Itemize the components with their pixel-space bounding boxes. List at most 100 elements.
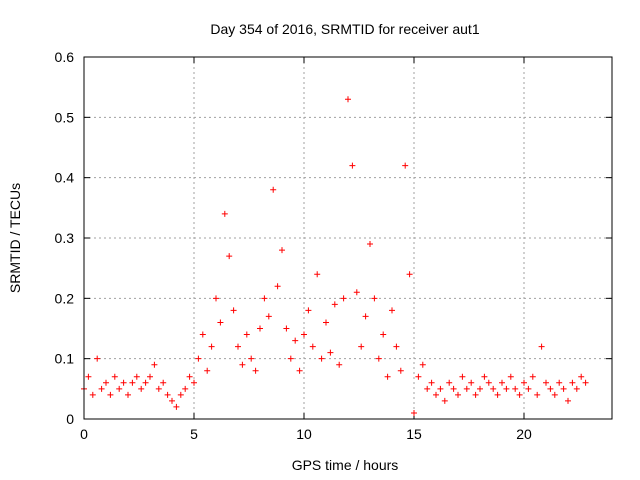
data-point bbox=[314, 271, 321, 278]
data-point bbox=[173, 403, 180, 410]
data-point bbox=[551, 391, 558, 398]
x-tick-label: 0 bbox=[80, 426, 88, 442]
data-point bbox=[406, 271, 413, 278]
data-point bbox=[494, 391, 501, 398]
data-point bbox=[116, 385, 123, 392]
data-point bbox=[547, 385, 554, 392]
data-point bbox=[578, 373, 585, 380]
data-point bbox=[186, 373, 193, 380]
data-point bbox=[371, 295, 378, 302]
data-point bbox=[265, 313, 272, 320]
data-point bbox=[411, 409, 417, 416]
data-point bbox=[133, 373, 140, 380]
data-point bbox=[283, 325, 290, 332]
data-point bbox=[441, 397, 448, 404]
data-point bbox=[279, 247, 285, 254]
data-point bbox=[230, 307, 237, 314]
data-point bbox=[142, 379, 149, 386]
data-point bbox=[336, 361, 343, 368]
data-point bbox=[327, 349, 334, 356]
data-point bbox=[252, 367, 259, 374]
data-point bbox=[98, 385, 105, 392]
data-point bbox=[472, 391, 479, 398]
data-point bbox=[362, 313, 369, 320]
y-tick-label: 0.4 bbox=[55, 170, 75, 186]
data-point bbox=[191, 379, 197, 386]
data-point bbox=[85, 373, 92, 380]
y-tick-label: 0.1 bbox=[55, 351, 75, 367]
data-point bbox=[507, 373, 514, 380]
y-axis-label: SRMTID / TECUs bbox=[7, 183, 23, 293]
data-point bbox=[529, 373, 536, 380]
data-point bbox=[182, 385, 189, 392]
data-point bbox=[433, 391, 439, 398]
data-point bbox=[160, 379, 167, 386]
data-point bbox=[459, 373, 466, 380]
axis-ticks: 0 0.1 0.2 0.3 0.4 0.5 0.6 0 5 10 15 20 bbox=[55, 49, 612, 442]
data-point bbox=[477, 385, 483, 392]
x-axis-label: GPS time / hours bbox=[292, 457, 399, 473]
data-point bbox=[499, 379, 505, 386]
data-point bbox=[120, 379, 127, 386]
data-point bbox=[204, 367, 211, 374]
y-tick-label: 0.3 bbox=[55, 230, 75, 246]
data-point bbox=[450, 385, 457, 392]
data-point bbox=[257, 325, 263, 332]
data-point bbox=[151, 361, 158, 368]
data-point bbox=[274, 283, 281, 290]
data-point bbox=[248, 355, 255, 362]
x-tick-label: 10 bbox=[296, 426, 312, 442]
y-tick-label: 0.6 bbox=[55, 49, 75, 65]
data-point bbox=[543, 379, 549, 386]
data-point bbox=[147, 373, 153, 380]
data-point bbox=[349, 162, 356, 169]
data-point bbox=[490, 385, 497, 392]
data-point bbox=[353, 289, 360, 296]
data-point bbox=[534, 391, 541, 398]
data-point bbox=[226, 253, 233, 260]
data-point bbox=[393, 343, 400, 350]
data-point bbox=[521, 379, 527, 386]
data-point bbox=[261, 295, 268, 302]
data-point bbox=[243, 331, 250, 338]
data-point bbox=[239, 361, 246, 368]
data-point bbox=[345, 96, 351, 103]
data-point bbox=[560, 385, 567, 392]
data-point bbox=[340, 295, 347, 302]
x-tick-label: 5 bbox=[190, 426, 198, 442]
data-point bbox=[468, 379, 475, 386]
y-tick-label: 0.2 bbox=[55, 290, 75, 306]
chart-title: Day 354 of 2016, SRMTID for receiver aut… bbox=[210, 21, 479, 37]
data-point bbox=[107, 391, 114, 398]
data-point bbox=[221, 210, 228, 217]
data-points bbox=[81, 96, 589, 416]
data-point bbox=[481, 373, 488, 380]
data-point bbox=[331, 301, 338, 308]
data-point bbox=[397, 367, 404, 374]
data-point bbox=[235, 343, 241, 350]
data-point bbox=[270, 186, 277, 193]
data-point bbox=[516, 391, 523, 398]
data-point bbox=[428, 379, 435, 386]
data-point bbox=[305, 307, 312, 314]
data-point bbox=[512, 385, 519, 392]
data-point bbox=[199, 331, 206, 338]
data-point bbox=[375, 355, 382, 362]
data-point bbox=[556, 379, 563, 386]
data-point bbox=[318, 355, 325, 362]
data-point bbox=[582, 379, 589, 386]
plot-frame bbox=[83, 56, 613, 420]
data-point bbox=[213, 295, 219, 302]
data-point bbox=[389, 307, 395, 314]
y-tick-label: 0.5 bbox=[55, 109, 75, 125]
data-point bbox=[296, 367, 303, 374]
data-point bbox=[538, 343, 545, 350]
data-point bbox=[94, 355, 101, 362]
data-point bbox=[503, 385, 510, 392]
data-point bbox=[155, 385, 162, 392]
data-point bbox=[446, 379, 453, 386]
data-point bbox=[169, 397, 175, 404]
x-tick-label: 20 bbox=[516, 426, 532, 442]
data-point bbox=[292, 337, 299, 344]
data-point bbox=[164, 391, 171, 398]
